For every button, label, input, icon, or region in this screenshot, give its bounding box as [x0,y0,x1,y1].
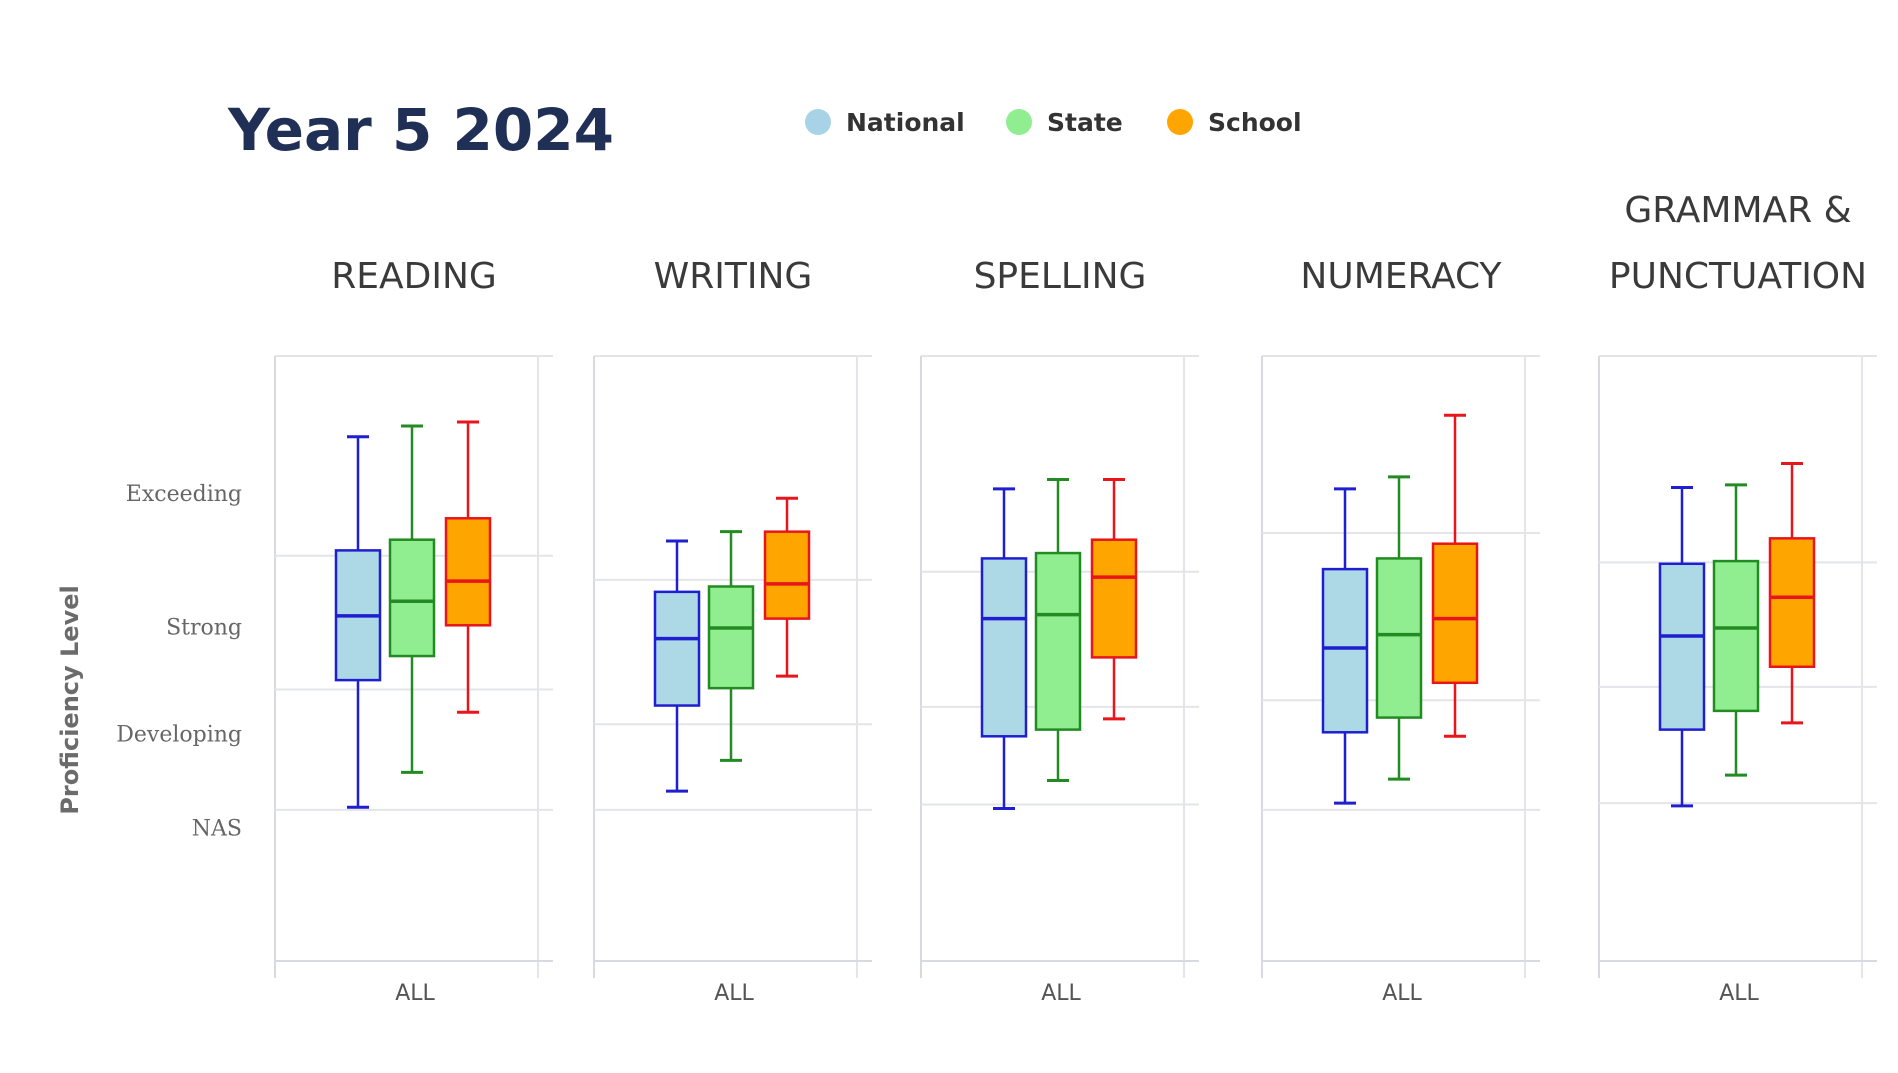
legend-item-school: School [1167,108,1302,137]
panel-grammar-punctuation: GRAMMAR & PUNCTUATION ALL [1598,190,1877,1006]
box-state [1375,475,1423,781]
y-tick-label-exceeding: Exceeding [126,482,242,507]
legend-item-state: State [1006,108,1123,137]
box-iqr [1090,538,1138,659]
x-tick-label: ALL [1041,981,1081,1006]
panel-reading: READING ALL [274,256,553,1006]
box-school [444,420,492,714]
box-iqr [763,530,811,620]
y-axis: Exceeding Strong Developing NAS Proficiency … [56,482,242,841]
box-state [388,424,436,774]
legend-label-national: National [846,108,965,137]
panel-writing: WRITING ALL [593,256,872,1006]
legend-marker-state [1006,109,1032,135]
box-iqr [1431,542,1479,685]
panel-numeracy: NUMERACY ALL [1261,256,1540,1006]
box-school [1090,478,1138,721]
panel-title: PUNCTUATION [1609,256,1867,297]
x-tick-label: ALL [395,981,435,1006]
legend-item-national: National [805,108,965,137]
box-iqr [444,517,492,627]
box-iqr [1768,537,1816,668]
y-tick-label-nas: NAS [192,816,242,841]
box-iqr [653,590,701,707]
x-tick-label: ALL [714,981,754,1006]
page-title: Year 5 2024 [227,96,614,164]
box-iqr [980,557,1028,738]
box-national [334,435,382,809]
box-state [1034,478,1082,782]
legend-marker-school [1167,109,1193,135]
legend-label-state: State [1047,108,1123,137]
box-school [763,496,811,678]
box-state [1712,483,1760,777]
box-school [1768,461,1816,725]
chart-panels: READING ALL WRITING ALL SPELLING ALL NUMERACY A… [274,190,1877,1006]
box-state [707,530,755,762]
x-tick-label: ALL [1382,981,1422,1006]
box-national [980,487,1028,811]
box-iqr [1321,567,1369,734]
box-iqr [1034,551,1082,731]
panel-spelling: SPELLING ALL [920,256,1199,1006]
y-tick-label-strong: Strong [166,616,242,641]
box-iqr [1712,559,1760,713]
legend-marker-national [805,109,831,135]
box-iqr [1658,562,1706,731]
box-national [1658,486,1706,808]
box-iqr [388,538,436,658]
box-national [653,539,701,793]
box-national [1321,487,1369,805]
panel-title: NUMERACY [1300,256,1502,297]
panel-title: READING [331,256,497,297]
legend: National State School [805,108,1302,137]
y-axis-label: Proficiency Level [56,585,84,814]
panel-title: SPELLING [974,256,1147,297]
box-iqr [1375,557,1423,719]
legend-label-school: School [1208,108,1302,137]
y-tick-label-developing: Developing [116,723,242,748]
box-school [1431,413,1479,738]
box-iqr [707,585,755,690]
panel-title: WRITING [654,256,813,297]
panel-title: GRAMMAR & [1624,190,1851,231]
x-tick-label: ALL [1719,981,1759,1006]
